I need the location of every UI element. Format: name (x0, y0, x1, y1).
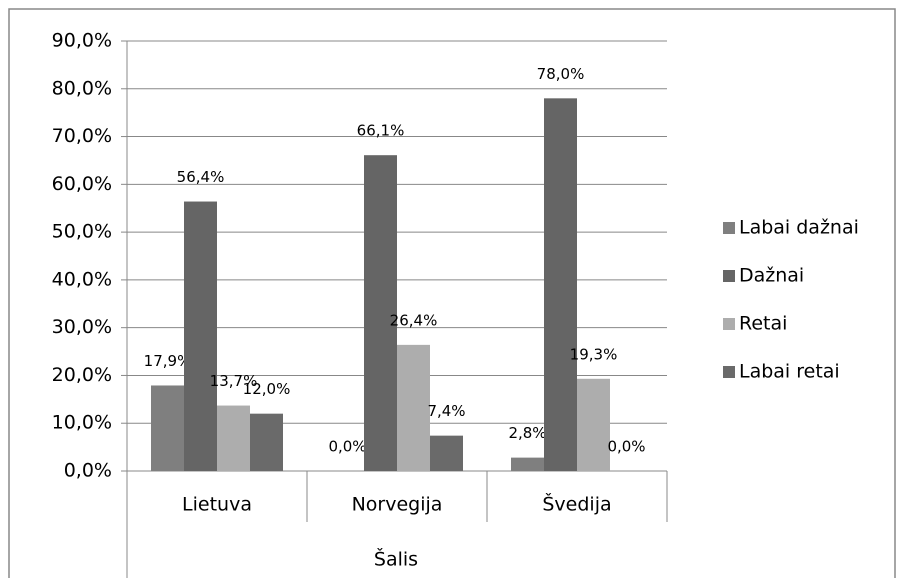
data-label: 66,1% (357, 122, 405, 140)
y-tick-label: 50,0% (52, 221, 112, 243)
bar (544, 98, 577, 471)
data-label: 56,4% (177, 168, 225, 186)
data-label: 0,0% (328, 438, 366, 456)
y-tick-label: 30,0% (52, 316, 112, 338)
data-label: 0,0% (607, 438, 645, 456)
y-tick-label: 60,0% (52, 173, 112, 195)
data-label: 26,4% (390, 311, 438, 329)
y-tick-label: 0,0% (64, 460, 112, 482)
legend-label: Labai dažnai (739, 217, 859, 239)
data-label: 19,3% (570, 345, 618, 363)
data-label: 2,8% (508, 424, 546, 442)
data-label: 78,0% (537, 65, 585, 83)
bar (511, 457, 544, 471)
x-tick-label: Lietuva (182, 494, 252, 516)
bar (217, 405, 250, 471)
x-axis-label: Šalis (374, 547, 418, 571)
data-label: 13,7% (210, 372, 258, 390)
legend-swatch (723, 318, 735, 330)
bar (250, 413, 283, 471)
x-tick-label: Norvegija (352, 494, 443, 516)
legend-label: Dažnai (739, 265, 804, 287)
y-tick-label: 70,0% (52, 125, 112, 147)
legend-swatch (723, 366, 735, 378)
y-tick-label: 40,0% (52, 268, 112, 290)
y-tick-label: 90,0% (52, 30, 112, 52)
bar (397, 344, 430, 471)
y-tick-label: 20,0% (52, 364, 112, 386)
bar (184, 201, 217, 472)
legend-label: Retai (739, 313, 787, 335)
bar (151, 385, 184, 471)
bar (577, 378, 610, 471)
legend-label: Labai retai (739, 361, 840, 383)
bar (364, 155, 397, 471)
bar (430, 435, 463, 471)
chart-frame (8, 8, 896, 578)
data-label: 7,4% (427, 402, 465, 420)
x-tick-label: Švedija (542, 492, 611, 516)
data-label: 12,0% (243, 380, 291, 398)
data-label: 17,9% (144, 352, 192, 370)
y-tick-label: 10,0% (52, 412, 112, 434)
legend-swatch (723, 270, 735, 282)
y-tick-label: 80,0% (52, 77, 112, 99)
legend-swatch (723, 222, 735, 234)
